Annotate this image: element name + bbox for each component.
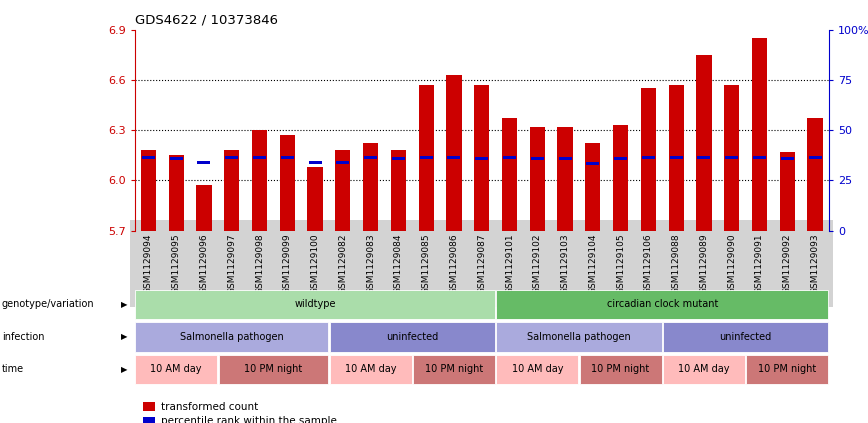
Bar bbox=[448, 156, 460, 159]
Text: ▶: ▶ bbox=[122, 300, 128, 309]
Bar bbox=[281, 156, 293, 159]
Bar bbox=[809, 156, 821, 159]
Bar bbox=[587, 162, 599, 165]
Text: 10 PM night: 10 PM night bbox=[758, 365, 817, 374]
Text: wildtype: wildtype bbox=[294, 299, 336, 309]
Bar bbox=[531, 157, 543, 160]
Text: 10 AM day: 10 AM day bbox=[678, 365, 730, 374]
Bar bbox=[726, 156, 738, 159]
Text: time: time bbox=[2, 365, 23, 374]
Bar bbox=[365, 156, 377, 159]
Bar bbox=[474, 85, 490, 231]
Bar bbox=[585, 143, 601, 231]
Bar bbox=[198, 161, 210, 164]
Bar bbox=[696, 55, 712, 231]
Bar bbox=[698, 156, 710, 159]
Bar bbox=[779, 152, 795, 231]
Bar bbox=[503, 156, 516, 159]
Text: ▶: ▶ bbox=[122, 332, 128, 341]
Bar bbox=[170, 157, 182, 160]
Text: uninfected: uninfected bbox=[386, 332, 438, 342]
Bar bbox=[142, 156, 155, 159]
Text: 10 AM day: 10 AM day bbox=[345, 365, 397, 374]
Text: circadian clock mutant: circadian clock mutant bbox=[607, 299, 718, 309]
Bar bbox=[196, 185, 212, 231]
Bar bbox=[168, 155, 184, 231]
Bar bbox=[335, 150, 351, 231]
Bar bbox=[226, 156, 238, 159]
Text: 10 PM night: 10 PM night bbox=[244, 365, 303, 374]
Bar bbox=[224, 150, 240, 231]
Bar bbox=[557, 127, 573, 231]
Text: transformed count: transformed count bbox=[161, 401, 258, 412]
Bar bbox=[753, 156, 766, 159]
Text: percentile rank within the sample: percentile rank within the sample bbox=[161, 416, 337, 423]
Text: 10 PM night: 10 PM night bbox=[424, 365, 483, 374]
Bar bbox=[476, 157, 488, 160]
Text: uninfected: uninfected bbox=[720, 332, 772, 342]
Text: infection: infection bbox=[2, 332, 44, 342]
Bar bbox=[307, 167, 323, 231]
Bar bbox=[670, 156, 682, 159]
Text: Salmonella pathogen: Salmonella pathogen bbox=[527, 332, 631, 342]
Text: 10 AM day: 10 AM day bbox=[511, 365, 563, 374]
Text: 10 PM night: 10 PM night bbox=[591, 365, 650, 374]
Bar bbox=[559, 157, 571, 160]
Bar bbox=[418, 85, 434, 231]
Bar bbox=[615, 157, 627, 160]
Bar bbox=[642, 156, 654, 159]
Bar bbox=[279, 135, 295, 231]
Bar bbox=[363, 143, 378, 231]
Bar bbox=[781, 157, 793, 160]
Bar bbox=[502, 118, 517, 231]
Bar bbox=[337, 161, 349, 164]
Bar bbox=[668, 85, 684, 231]
Text: genotype/variation: genotype/variation bbox=[2, 299, 95, 309]
Bar bbox=[309, 161, 321, 164]
Bar bbox=[724, 85, 740, 231]
Bar bbox=[253, 156, 266, 159]
Bar bbox=[391, 150, 406, 231]
Text: Salmonella pathogen: Salmonella pathogen bbox=[180, 332, 284, 342]
Bar bbox=[529, 127, 545, 231]
Bar bbox=[752, 38, 767, 231]
Text: ▶: ▶ bbox=[122, 365, 128, 374]
Bar bbox=[641, 88, 656, 231]
Text: 10 AM day: 10 AM day bbox=[150, 365, 202, 374]
Bar bbox=[613, 125, 628, 231]
Bar bbox=[141, 150, 156, 231]
Bar bbox=[392, 157, 404, 160]
Text: GDS4622 / 10373846: GDS4622 / 10373846 bbox=[135, 13, 278, 26]
Bar bbox=[420, 156, 432, 159]
Bar bbox=[252, 130, 267, 231]
Bar bbox=[807, 118, 823, 231]
Bar bbox=[446, 75, 462, 231]
